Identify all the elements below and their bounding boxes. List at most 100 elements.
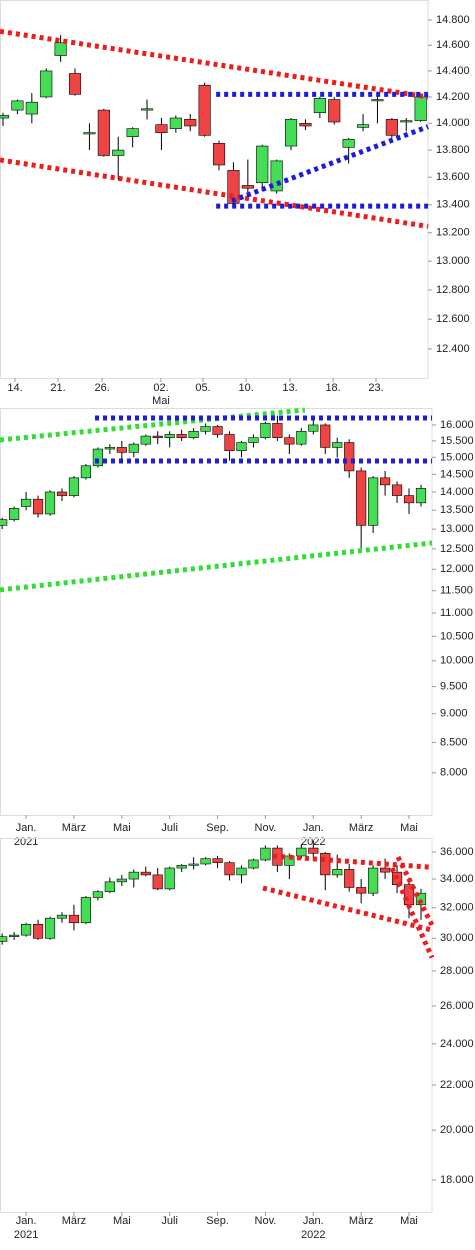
x-sub-label: Mai [152, 395, 170, 407]
y-tick-label: 13.400 [436, 199, 470, 211]
candle-body [184, 119, 197, 127]
y-tick-label: 26.000 [440, 1000, 474, 1012]
candle-body [21, 498, 32, 507]
candle-body [0, 936, 8, 942]
candle-body [212, 426, 223, 435]
candle-body [152, 874, 163, 890]
candle-body [44, 491, 56, 515]
candle-body [68, 477, 80, 496]
candle-body [11, 100, 24, 111]
candle-body [260, 847, 271, 861]
candle-body [356, 887, 367, 894]
y-tick-label: 13.000 [436, 255, 470, 267]
x-tick-label: Mai [400, 822, 418, 834]
candle-body [54, 42, 67, 56]
plot-frame [0, 0, 429, 379]
candle-body [164, 867, 175, 890]
candle-body [128, 871, 139, 880]
y-tick-label: 16.000 [440, 419, 474, 431]
y-tick-label: 13.600 [436, 171, 470, 183]
trend-line [0, 157, 429, 229]
candle-body [400, 120, 413, 123]
candle-body [296, 847, 307, 857]
candle-body [116, 447, 127, 453]
candle-body [9, 508, 20, 520]
x-tick-label: Mai [113, 822, 131, 834]
candle-body [380, 477, 391, 486]
y-tick-label: 20.000 [440, 1124, 474, 1136]
y-tick-label: 28.000 [440, 965, 474, 977]
candle-body [188, 863, 199, 866]
x-tick-label: 13. [282, 382, 297, 394]
y-tick-label: 13.200 [436, 227, 470, 239]
x-tick-label: Sep. [206, 1215, 229, 1227]
y-tick-label: 11.000 [440, 607, 473, 619]
y-tick-label: 9.000 [440, 708, 468, 720]
x-tick-label: 14. [7, 382, 22, 394]
candle-body [212, 143, 226, 166]
candle-body [176, 434, 187, 438]
x-tick-label: März [62, 1215, 86, 1227]
candle-body [0, 519, 8, 526]
candle-body [344, 442, 355, 472]
candle-body [32, 923, 44, 939]
y-tick-label: 24.000 [440, 1038, 474, 1050]
x-tick-label: 02. [153, 382, 168, 394]
x-tick-label: 21. [50, 382, 65, 394]
candle-body [328, 99, 341, 123]
x-tick-label: Sep. [206, 822, 229, 834]
trend-line [231, 124, 429, 204]
y-tick-label: 32.000 [440, 902, 474, 914]
candle-body [44, 917, 56, 939]
candle-body [56, 914, 68, 919]
candle-body [332, 869, 343, 876]
candle-body [68, 73, 82, 95]
y-tick-label: 22.000 [440, 1079, 474, 1091]
candle-body [415, 892, 427, 906]
y-tick-label: 9.500 [440, 680, 468, 692]
candle-body [308, 424, 319, 432]
candle-body [32, 498, 44, 515]
candle-body [236, 442, 247, 452]
candle-body [9, 934, 20, 938]
y-tick-label: 36.000 [440, 846, 474, 858]
trend-line [0, 540, 433, 593]
candle-body [320, 853, 331, 876]
x-sub-label: 2022 [301, 1229, 325, 1241]
y-tick-label: 14.000 [436, 117, 470, 129]
candle-body [332, 442, 343, 448]
x-tick-label: Nov. [255, 1215, 277, 1227]
y-tick-label: 14.500 [440, 468, 474, 480]
x-tick-label: Juli [161, 822, 178, 834]
x-tick-label: 18. [325, 382, 340, 394]
candle-body [116, 878, 127, 883]
x-tick-label: Mai [400, 1215, 418, 1227]
candle-body [391, 484, 403, 496]
candle-body [80, 897, 92, 924]
y-tick-label: 11.500 [440, 585, 473, 597]
y-tick-label: 8.500 [440, 736, 468, 748]
candle-body [25, 101, 38, 115]
candle-body [385, 119, 398, 136]
x-tick-label: Jan. [16, 1215, 37, 1227]
plot-frame [0, 408, 433, 816]
candle-body [260, 423, 271, 438]
y-tick-label: 13.800 [436, 144, 470, 156]
candle-body [68, 914, 80, 924]
x-sub-label: 2021 [14, 1229, 38, 1241]
candle-body [92, 891, 103, 898]
x-tick-label: Nov. [255, 822, 277, 834]
candle-body [164, 434, 175, 438]
candle-body [356, 124, 370, 128]
y-tick-label: 12.400 [436, 343, 470, 355]
candle-body [241, 185, 254, 189]
candle-body [188, 430, 199, 438]
y-tick-label: 14.000 [440, 486, 474, 498]
candle-body [92, 448, 103, 467]
candle-body [414, 96, 427, 121]
y-tick-label: 12.500 [440, 543, 474, 555]
candle-body [200, 858, 211, 865]
candle-body [296, 430, 307, 445]
y-tick-label: 13.500 [440, 504, 474, 516]
candle-body [256, 145, 269, 183]
